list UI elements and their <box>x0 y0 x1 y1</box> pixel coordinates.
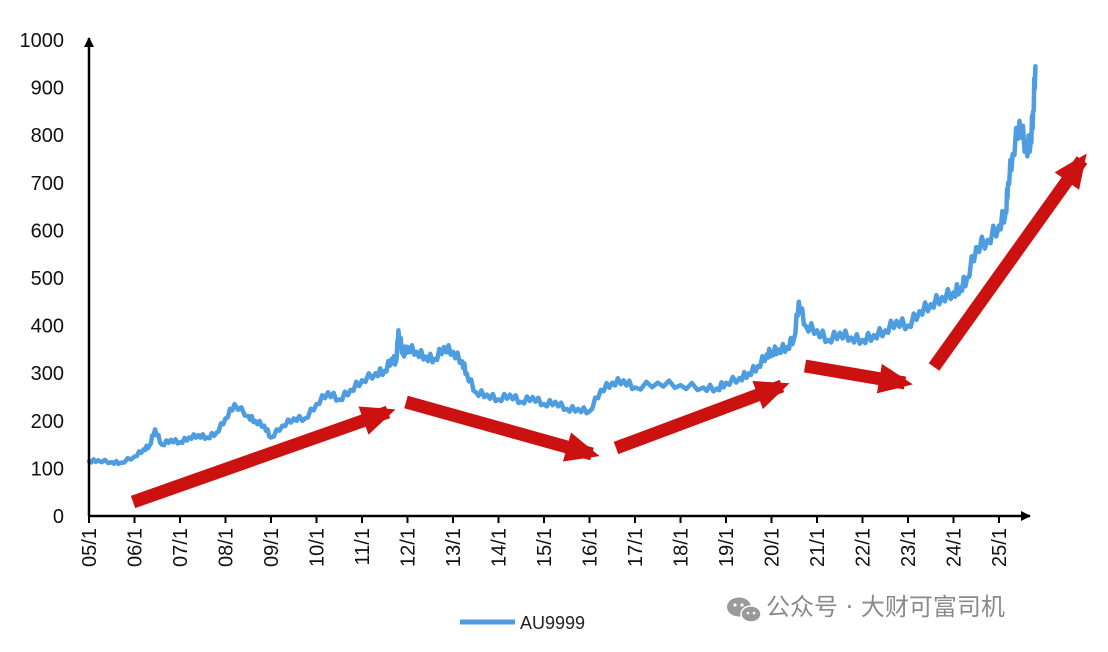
trend-arrow <box>803 359 913 394</box>
trend-arrow <box>130 405 396 509</box>
x-tick-label: 25/1 <box>989 528 1011 567</box>
x-tick-label: 23/1 <box>898 528 920 567</box>
y-tick-label: 800 <box>31 125 64 147</box>
wechat-icon <box>727 597 762 623</box>
x-tick-label: 13/1 <box>443 528 465 567</box>
x-tick-label: 12/1 <box>398 528 420 567</box>
x-axis-ticks: 05/1 06/1 07/1 08/1 09/1 10/1 11/1 12/1 13/1 14/1… <box>79 516 1011 567</box>
x-tick-label: 24/1 <box>944 528 966 567</box>
x-tick-label: 06/1 <box>125 528 147 567</box>
trend-arrow <box>928 153 1088 371</box>
x-tick-label: 20/1 <box>762 528 784 567</box>
x-tick-label: 16/1 <box>580 528 602 567</box>
y-axis-ticks: 0 100 200 300 400 500 600 700 800 900 1000 <box>20 30 65 528</box>
x-tick-label: 11/1 <box>352 528 374 565</box>
y-tick-label: 400 <box>31 316 64 338</box>
x-tick-label: 14/1 <box>489 528 511 567</box>
y-tick-label: 700 <box>31 173 64 195</box>
y-tick-label: 200 <box>31 411 64 433</box>
trend-arrow <box>613 379 790 455</box>
y-tick-label: 100 <box>31 458 64 480</box>
trend-arrows <box>130 153 1088 509</box>
legend-label: AU9999 <box>520 613 585 633</box>
x-tick-label: 18/1 <box>671 528 693 567</box>
x-tick-label: 15/1 <box>534 528 556 567</box>
y-tick-label: 900 <box>31 78 64 100</box>
trend-arrow <box>404 395 600 462</box>
x-tick-label: 09/1 <box>261 528 283 567</box>
y-tick-label: 500 <box>31 268 64 290</box>
watermark: 公众号 · 大财可富司机 <box>727 593 1005 623</box>
series-line-au9999 <box>86 63 1038 467</box>
y-tick-label: 300 <box>31 363 64 385</box>
y-tick-label: 0 <box>53 506 64 528</box>
legend: AU9999 <box>460 613 585 633</box>
x-tick-label: 08/1 <box>216 528 238 567</box>
x-tick-label: 05/1 <box>79 528 101 567</box>
x-tick-label: 21/1 <box>807 528 829 567</box>
x-tick-label: 07/1 <box>170 528 192 567</box>
x-tick-label: 22/1 <box>853 528 875 567</box>
y-tick-label: 600 <box>31 220 64 242</box>
y-tick-label: 1000 <box>20 30 65 52</box>
watermark-text: 公众号 · 大财可富司机 <box>766 593 1005 621</box>
x-tick-label: 19/1 <box>716 528 738 567</box>
x-tick-label: 17/1 <box>625 528 647 567</box>
x-tick-label: 10/1 <box>307 528 329 567</box>
